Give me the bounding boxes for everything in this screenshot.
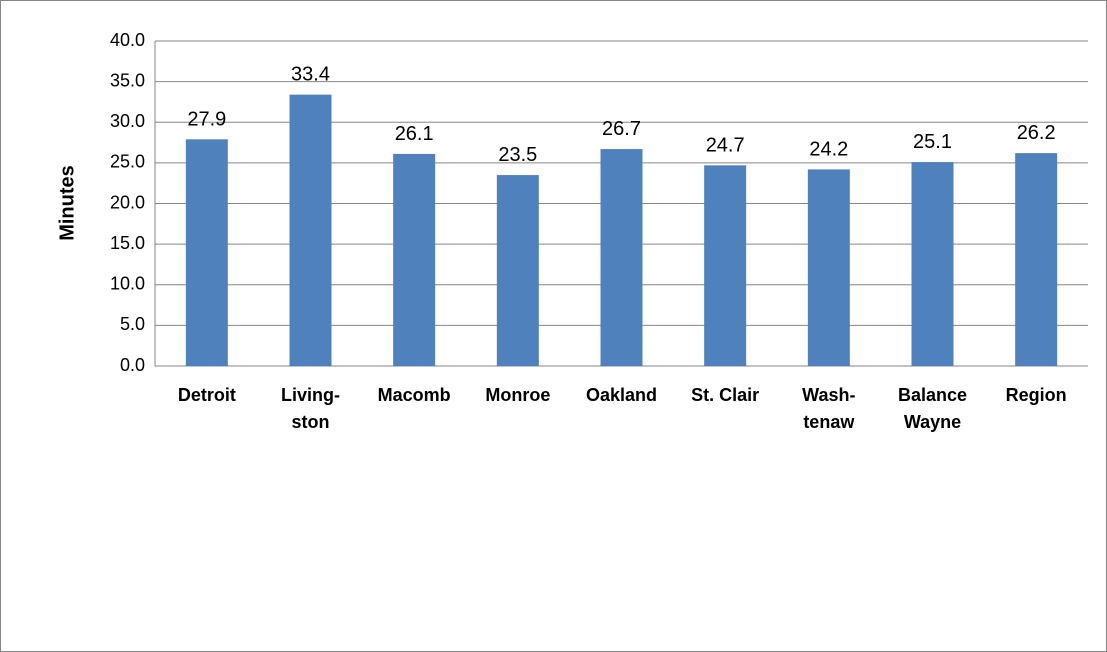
bar — [704, 165, 747, 366]
y-tick-label: 5.0 — [120, 314, 145, 334]
bar — [289, 94, 332, 366]
value-label: 26.7 — [602, 118, 641, 140]
x-tick-label: Monroe — [485, 385, 550, 405]
x-tick-label: Region — [1006, 385, 1067, 405]
x-tick-label: Living-ston — [281, 385, 340, 432]
value-label: 23.5 — [498, 144, 537, 166]
y-tick-label: 40.0 — [110, 30, 145, 50]
bar — [911, 162, 954, 366]
y-axis-title: Minutes — [56, 165, 78, 241]
bar — [393, 153, 436, 366]
bar — [600, 149, 643, 366]
x-tick-label: Detroit — [178, 385, 236, 405]
bar — [1015, 153, 1058, 366]
y-tick-label: 20.0 — [110, 192, 145, 212]
value-label: 27.9 — [187, 108, 226, 130]
y-tick-label: 10.0 — [110, 274, 145, 294]
value-label: 33.4 — [291, 64, 330, 86]
bar — [496, 175, 539, 366]
y-tick-label: 35.0 — [110, 70, 145, 90]
value-label: 24.2 — [809, 138, 848, 160]
y-tick-label: 0.0 — [120, 355, 145, 375]
value-label: 26.2 — [1017, 122, 1056, 144]
x-tick-label: Balance Wayne — [898, 385, 967, 432]
y-tick-label: 30.0 — [110, 111, 145, 131]
x-tick-label: Wash-tenaw — [802, 385, 855, 432]
x-tick-label: Oakland — [586, 385, 657, 405]
value-label: 25.1 — [913, 131, 952, 153]
value-label: 26.1 — [395, 123, 434, 145]
y-tick-label: 25.0 — [110, 152, 145, 172]
x-tick-label: St. Clair — [691, 385, 759, 405]
value-label: 24.7 — [706, 134, 745, 156]
y-tick-label: 15.0 — [110, 233, 145, 253]
x-tick-label: Macomb — [378, 385, 451, 405]
bar — [807, 169, 850, 366]
bar — [185, 139, 228, 366]
